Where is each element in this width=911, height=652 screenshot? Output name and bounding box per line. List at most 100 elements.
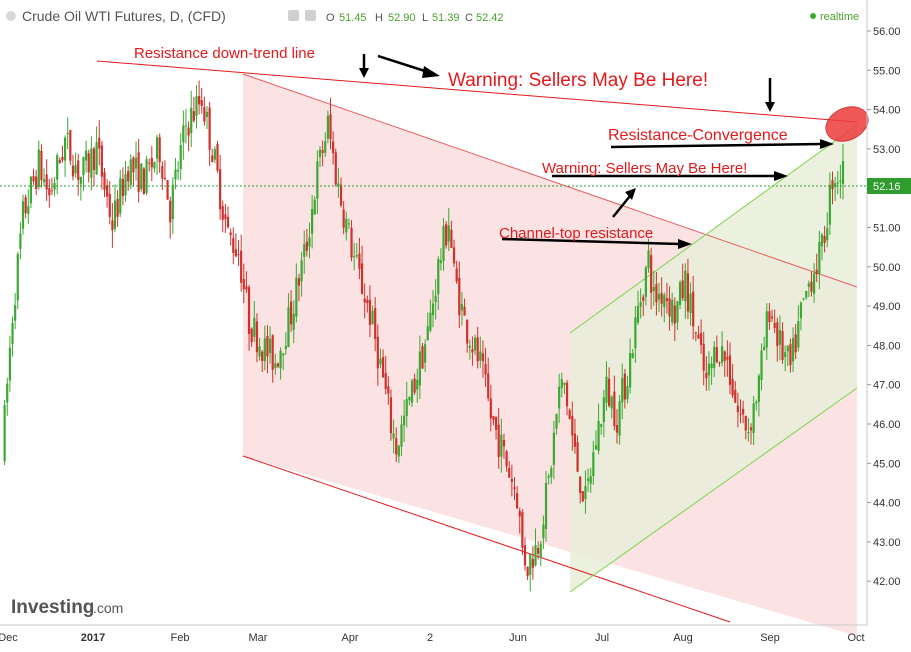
candle-down — [458, 277, 461, 316]
candle-up — [710, 363, 713, 369]
candle-down — [142, 168, 146, 195]
candle-down — [697, 334, 700, 339]
candle-down — [261, 351, 264, 361]
x-tick-label: Mar — [249, 632, 268, 644]
candle-down — [387, 386, 390, 394]
candle-down — [192, 111, 195, 121]
candle-up — [16, 253, 19, 301]
candle-up — [802, 298, 805, 300]
candle-up — [418, 351, 421, 386]
candle-up — [550, 468, 553, 477]
x-tick-label: Sep — [760, 632, 780, 644]
candle-down — [234, 249, 238, 257]
candle-up — [29, 176, 33, 204]
candle-down — [694, 332, 697, 334]
candle-down — [245, 286, 248, 290]
candle-up — [392, 433, 395, 439]
candle-down — [623, 373, 626, 400]
candle-down — [510, 478, 513, 482]
candle-up — [826, 228, 829, 241]
candle-down — [366, 299, 369, 304]
candle-up — [437, 258, 440, 295]
candle-down — [573, 433, 577, 447]
candle-down — [342, 209, 345, 228]
candle-up — [468, 346, 471, 349]
logo-text: Investing — [11, 597, 94, 618]
candle-down — [831, 180, 834, 190]
candle-up — [812, 273, 816, 294]
candle-down — [250, 328, 253, 343]
candle-down — [749, 427, 753, 431]
candle-up — [752, 403, 755, 434]
candle-up — [195, 96, 198, 116]
annotation-warning-middle: Warning: Sellers May Be Here! — [542, 160, 747, 177]
candle-up — [190, 107, 193, 134]
candle-up — [755, 401, 758, 404]
candle-down — [35, 176, 38, 189]
close-label: C — [465, 12, 473, 24]
candle-down — [794, 334, 797, 353]
downtrend-channel-bottom-line — [242, 455, 731, 623]
candle-up — [757, 375, 760, 402]
candle-up — [639, 302, 642, 307]
candle-down — [224, 214, 227, 220]
candle-down — [508, 467, 511, 478]
candle-up — [337, 183, 340, 187]
candle-down — [421, 346, 424, 369]
candle-down — [203, 107, 206, 122]
candle-up — [818, 242, 821, 275]
candle-down — [389, 397, 393, 434]
candle-up — [347, 223, 351, 225]
candle-down — [650, 255, 653, 293]
candle-up — [397, 445, 400, 457]
arrow-right-diagonal — [377, 54, 440, 78]
candle-up — [11, 323, 14, 345]
candle-down — [297, 278, 301, 286]
candle-down — [744, 416, 747, 431]
realtime-label: realtime — [820, 11, 859, 23]
candle-down — [668, 298, 671, 317]
candle-down — [823, 236, 826, 243]
candle-down — [276, 363, 280, 367]
candle-up — [179, 144, 182, 170]
x-tick-label: 2017 — [81, 632, 105, 644]
candle-down — [615, 425, 619, 433]
settings-icon[interactable] — [288, 10, 299, 21]
candle-down — [660, 292, 663, 304]
candle-up — [287, 307, 290, 347]
y-tick-label: 42.00 — [873, 576, 901, 588]
annotation-arrows — [359, 54, 834, 249]
candle-up — [560, 379, 563, 388]
candle-down — [702, 343, 705, 371]
high-value: 52.90 — [388, 12, 416, 24]
candle-up — [600, 424, 603, 427]
candle-up — [19, 233, 22, 249]
candle-down — [395, 438, 398, 455]
candle-down — [161, 166, 164, 179]
candle-up — [747, 431, 750, 433]
candle-up — [539, 543, 542, 558]
candle-down — [106, 185, 109, 197]
candle-down — [187, 127, 190, 136]
annotations: Resistance down-trend line Warning: Sell… — [134, 45, 788, 242]
candle-down — [505, 451, 508, 467]
candle-up — [205, 111, 209, 117]
candle-down — [50, 190, 54, 192]
eye-icon[interactable] — [305, 10, 316, 21]
x-tick-label: Apr — [341, 632, 358, 644]
candle-up — [586, 478, 590, 481]
candle-up — [42, 179, 46, 183]
candle-down — [247, 287, 251, 335]
candle-down — [219, 169, 222, 210]
candle-up — [124, 174, 127, 196]
chart-header: Crude Oil WTI Futures, D, (CFD) O 51.45 … — [6, 8, 859, 24]
candle-down — [350, 227, 353, 258]
candle-down — [200, 100, 203, 106]
candle-down — [810, 281, 813, 292]
candle-up — [828, 184, 831, 225]
candle-down — [121, 178, 124, 197]
x-tick-label: Feb — [171, 632, 190, 644]
y-tick-label: 49.00 — [873, 301, 901, 313]
